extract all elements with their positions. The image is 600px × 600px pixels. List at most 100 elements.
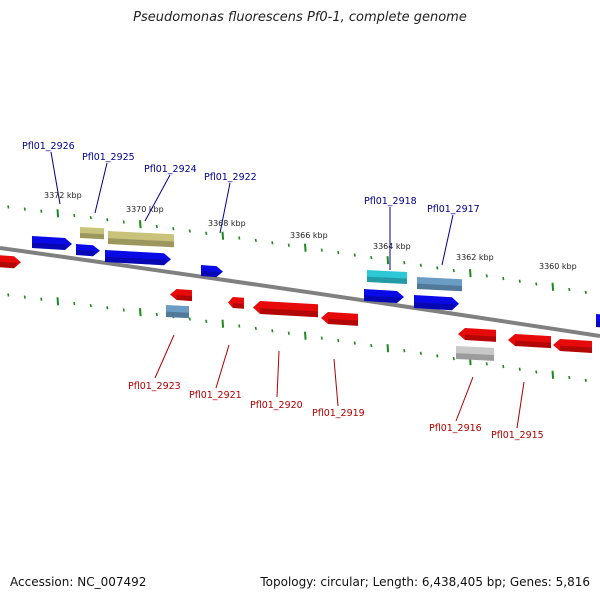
gene-arrow[interactable]	[456, 346, 494, 361]
gene-arrow-shade	[232, 303, 244, 309]
tick-mark	[221, 231, 225, 240]
leader-line	[516, 381, 525, 429]
ruler-labels: 3372 kbp 3370 kbp 3368 kbp 3366 kbp 3364…	[44, 191, 577, 271]
leader-line	[333, 358, 339, 407]
gene-arrow[interactable]	[228, 297, 244, 309]
tick-mark	[205, 319, 208, 323]
tick-mark	[419, 351, 422, 355]
tick-mark	[23, 295, 26, 299]
tick-mark	[139, 220, 142, 229]
gene-arrow[interactable]	[170, 289, 192, 302]
gene-arrow-shade	[560, 345, 592, 353]
tick-mark	[419, 263, 422, 267]
leader-line	[219, 182, 231, 234]
gene-arrow[interactable]	[201, 265, 223, 278]
tick-mark	[535, 370, 538, 374]
gene-features	[0, 227, 600, 361]
tick-mark	[386, 344, 390, 353]
tick-mark	[271, 329, 274, 333]
ruler-label: 3362 kbp	[456, 253, 494, 262]
gene-arrow[interactable]	[321, 312, 358, 326]
leader-line	[441, 214, 454, 266]
tick-mark	[7, 205, 10, 209]
gene-arrow-shade	[0, 261, 18, 269]
gene-label[interactable]: Pfl01_2925	[82, 152, 135, 163]
leader-line	[94, 162, 108, 214]
tick-mark	[73, 213, 76, 218]
ruler-label: 3370 kbp	[126, 205, 164, 214]
tick-mark	[7, 293, 10, 297]
genome-backbone	[0, 246, 600, 338]
gene-arrow-shade	[80, 233, 104, 240]
gene-label[interactable]: Pfl01_2915	[491, 430, 544, 441]
tick-mark	[56, 297, 60, 306]
gene-arrow[interactable]	[0, 255, 21, 269]
gene-label[interactable]: Pfl01_2922	[204, 172, 257, 183]
gene-arrow-shade	[465, 334, 496, 342]
tick-mark	[370, 255, 373, 260]
gene-arrow[interactable]	[364, 289, 404, 303]
tick-mark	[320, 248, 323, 252]
gene-arrow[interactable]	[108, 231, 174, 248]
tick-mark	[287, 331, 290, 335]
gene-arrow[interactable]	[508, 334, 551, 349]
tick-mark	[172, 227, 175, 231]
map-title: Pseudomonas fluorescens Pf0-1, complete …	[133, 10, 467, 25]
tick-mark	[139, 308, 142, 317]
lower-tick-row	[7, 293, 587, 382]
accession-text: Accession: NC_007492	[10, 575, 147, 589]
tick-mark	[271, 241, 274, 245]
tick-mark	[584, 378, 587, 382]
tick-mark	[386, 256, 390, 265]
gene-arrow[interactable]	[367, 270, 407, 284]
gene-arrow[interactable]	[166, 305, 189, 319]
gene-label[interactable]: Pfl01_2919	[312, 408, 365, 419]
upper-tick-row	[7, 205, 587, 294]
tick-mark	[122, 220, 125, 224]
gene-label[interactable]: Pfl01_2926	[22, 141, 75, 152]
tick-mark	[304, 243, 307, 252]
ruler-label: 3364 kbp	[373, 242, 411, 251]
gene-label[interactable]: Pfl01_2923	[128, 381, 181, 392]
gene-arrow[interactable]	[414, 295, 459, 311]
gene-arrow[interactable]	[458, 328, 496, 342]
tick-mark	[56, 209, 60, 218]
tick-mark	[221, 319, 225, 328]
ruler-label: 3366 kbp	[290, 231, 328, 240]
gene-arrow-shade	[105, 256, 168, 266]
gene-arrow[interactable]	[553, 339, 592, 353]
gene-arrow[interactable]	[596, 314, 600, 328]
gene-label[interactable]: Pfl01_2918	[364, 196, 417, 207]
gene-arrow-shade	[201, 271, 221, 278]
gene-arrow-shade	[367, 276, 407, 284]
tick-mark	[73, 301, 76, 306]
gene-label[interactable]: Pfl01_2924	[144, 164, 197, 175]
gene-arrow[interactable]	[253, 301, 318, 318]
tick-mark	[518, 367, 521, 371]
gene-arrow[interactable]	[32, 236, 72, 250]
tick-mark	[584, 290, 587, 294]
gene-arrow[interactable]	[417, 277, 462, 292]
gene-arrow[interactable]	[105, 250, 171, 266]
tick-mark	[485, 274, 488, 278]
tick-mark	[106, 306, 109, 310]
tick-mark	[205, 231, 208, 235]
gene-arrow-shade	[166, 311, 189, 319]
gene-arrow[interactable]	[76, 244, 100, 257]
tick-mark	[89, 215, 92, 220]
gene-label[interactable]: Pfl01_2921	[189, 390, 242, 401]
tick-mark	[89, 303, 92, 308]
gene-label[interactable]: Pfl01_2920	[250, 400, 303, 411]
tick-mark	[23, 207, 26, 211]
genome-summary-text: Topology: circular; Length: 6,438,405 bp…	[260, 575, 590, 589]
tick-mark	[403, 261, 406, 265]
gene-label[interactable]: Pfl01_2916	[429, 423, 482, 434]
gene-arrow-shade	[260, 308, 318, 318]
gene-arrow-shade	[417, 283, 462, 292]
tick-mark	[40, 209, 43, 213]
gene-arrow[interactable]	[80, 227, 104, 240]
tick-mark	[40, 297, 43, 301]
tick-mark	[452, 268, 455, 273]
gene-label[interactable]: Pfl01_2917	[427, 204, 480, 215]
